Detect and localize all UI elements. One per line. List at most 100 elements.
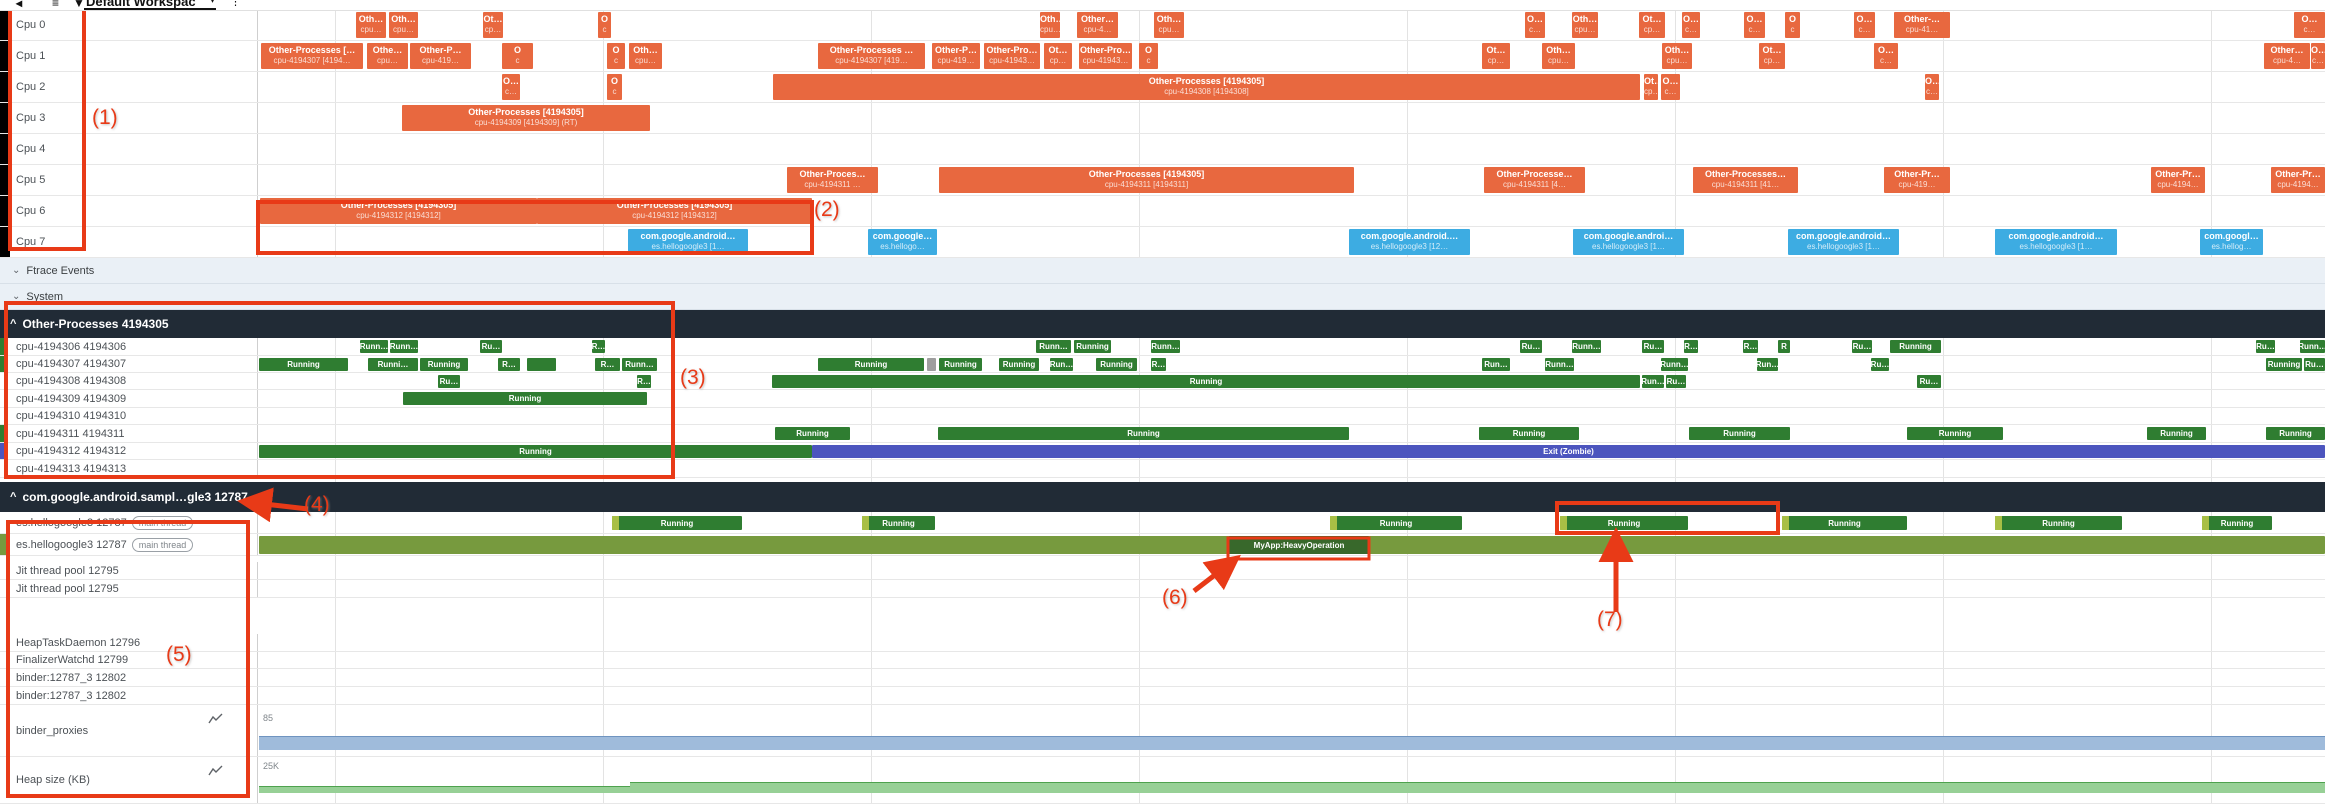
cpu-slice[interactable]: Other-Processes… cpu-4194311 [41…: [1693, 167, 1798, 193]
cpu-slice[interactable]: Ot…cp…: [1644, 74, 1658, 100]
thread-slice[interactable]: Runn…: [1545, 358, 1574, 371]
thread-row-es-hellogoogle3-12787[interactable]: es.hellogoogle3 12787 main thread Running R…: [0, 512, 2325, 534]
cpu-slice[interactable]: Other… cpu-4…: [2264, 43, 2310, 69]
cpu-slice[interactable]: Other-Processes [4194305] cpu-4194309 [41…: [402, 105, 650, 131]
thread-slice[interactable]: Running: [862, 516, 935, 530]
thread-slice[interactable]: Running: [818, 358, 924, 371]
cpu-slice[interactable]: Other-Processes [4194305] cpu-4194308 [41…: [773, 74, 1640, 100]
thread-slice[interactable]: Runn…: [2300, 340, 2325, 353]
thread-row-jit-thread-pool-12795[interactable]: Jit thread pool 12795: [0, 580, 2325, 598]
thread-slice[interactable]: Running: [1479, 427, 1579, 440]
thread-slice[interactable]: Runn…: [1572, 340, 1601, 353]
track-name-cell[interactable]: Heap size (KB): [0, 757, 258, 803]
cpu-slice[interactable]: Other-P… cpu-419…: [932, 43, 980, 69]
track-name-cell[interactable]: cpu-4194312 4194312: [0, 443, 258, 459]
thread-slice[interactable]: Running: [259, 445, 812, 458]
cpu-slice[interactable]: Other-Processes … cpu-4194307 [419…: [818, 43, 925, 69]
thread-slice[interactable]: Run…: [1482, 358, 1510, 371]
track-name-cell[interactable]: Cpu 7: [0, 227, 258, 257]
cpu-slice[interactable]: com.googl… es.hellog…: [2200, 229, 2263, 255]
cpu-slice[interactable]: Oth…cpu…: [629, 43, 662, 69]
thread-slice[interactable]: Ru…: [1871, 358, 1889, 371]
workspace-title[interactable]: Default Workspac: [86, 0, 196, 9]
cpu-slice[interactable]: com.google.androi… es.hellogoogle3 [1…: [1573, 229, 1684, 255]
thread-slice[interactable]: Run…: [1642, 375, 1664, 388]
cpu-slice[interactable]: O…c…: [1744, 12, 1765, 38]
cpu-slice[interactable]: Ot…cp…: [1044, 43, 1072, 69]
thread-slice[interactable]: Running: [1782, 516, 1907, 530]
thread-slice[interactable]: Ru…: [1666, 375, 1686, 388]
cpu-slice[interactable]: Other-Processes [… cpu-4194307 [4194…: [261, 43, 363, 69]
counter-area-band[interactable]: [259, 786, 630, 793]
cpu-slice[interactable]: O…c…: [502, 74, 520, 100]
cpu-row-cpu-7[interactable]: Cpu 7 com.google.android… es.hellogoogle3 …: [0, 227, 2325, 258]
cpu-slice[interactable]: Other-Processes [4194305] cpu-4194312 [41…: [260, 198, 537, 224]
cpu-slice[interactable]: Oth…cpu…: [389, 12, 418, 38]
thread-row-cpu-4194310-4194310[interactable]: cpu-4194310 4194310: [0, 408, 2325, 425]
sidebar-toggle-icon[interactable]: ◂: [16, 0, 23, 10]
thread-row-finalizerwatchd-12799[interactable]: FinalizerWatchd 12799: [0, 652, 2325, 669]
cpu-slice[interactable]: com.google.android… es.hellogoogle3 [1…: [1788, 229, 1899, 255]
thread-slice[interactable]: Runn…: [360, 340, 388, 353]
cpu-slice[interactable]: Other-Pr… cpu-4194…: [2271, 167, 2325, 193]
cpu-slice[interactable]: Othe… cpu…: [367, 43, 408, 69]
cpu-slice[interactable]: Other-Pr… cpu-4194…: [2151, 167, 2205, 193]
cpu-slice[interactable]: Ot…cp…: [1759, 43, 1785, 69]
cpu-slice[interactable]: com.google.android.… es.hellogoogle3 [12…: [1349, 229, 1470, 255]
ghdr-row-com-google-android-sampl-gle3-12787[interactable]: ^ com.google.android.sampl…gle3 12787: [0, 482, 2325, 512]
workspace-dropdown-caret-icon[interactable]: ▾: [210, 0, 216, 6]
track-name-cell[interactable]: binder:12787_3 12802: [0, 687, 258, 704]
thread-slice[interactable]: R…: [637, 375, 651, 388]
track-name-cell[interactable]: Jit thread pool 12795: [0, 580, 258, 597]
thread-slice[interactable]: Running: [1907, 427, 2003, 440]
track-name-cell[interactable]: HeapTaskDaemon 12796: [0, 634, 258, 651]
thread-slice[interactable]: Ru…: [2304, 358, 2325, 371]
cpu-slice[interactable]: O…c…: [1854, 12, 1875, 38]
track-name-cell[interactable]: Cpu 0: [0, 10, 258, 40]
cpu-slice[interactable]: Other-Proces… cpu-4194311 …: [787, 167, 878, 193]
cpu-slice[interactable]: Other-Pro… cpu-41943…: [984, 43, 1040, 69]
cpu-slice[interactable]: Oth…cpu…: [1572, 12, 1598, 38]
thread-slice[interactable]: R…: [1743, 340, 1758, 353]
thread-row-cpu-4194308-4194308[interactable]: cpu-4194308 4194308 Ru… R… Running Run… Ru… Ru…: [0, 373, 2325, 390]
cpu-slice[interactable]: Other-… cpu-41…: [1894, 12, 1950, 38]
thread-slice[interactable]: R…: [1684, 340, 1698, 353]
track-name-cell[interactable]: es.hellogoogle3 12787 main thread: [0, 512, 258, 533]
thread-slice[interactable]: Running: [403, 392, 647, 405]
thread-slice[interactable]: [927, 358, 936, 371]
track-name-cell[interactable]: Cpu 3: [0, 103, 258, 133]
menu-icon[interactable]: ≡: [52, 0, 60, 10]
counter-row-heap-size-kb[interactable]: Heap size (KB) 25K: [0, 757, 2325, 804]
cpu-slice[interactable]: Other-P… cpu-419…: [410, 43, 471, 69]
thread-slice[interactable]: Running: [939, 358, 982, 371]
thread-slice[interactable]: Runn…: [622, 358, 657, 371]
cpu-row-cpu-6[interactable]: Cpu 6 Other-Processes [4194305] cpu-419431…: [0, 196, 2325, 227]
thread-slice[interactable]: Exit (Zombie): [812, 445, 2325, 458]
counter-area-band[interactable]: [259, 736, 2325, 750]
thread-slice[interactable]: Running: [420, 358, 468, 371]
cpu-slice[interactable]: Oth…cpu…: [1662, 43, 1692, 69]
track-name-cell[interactable]: cpu-4194310 4194310: [0, 408, 258, 424]
thread-slice[interactable]: R…: [592, 340, 605, 353]
thread-slice[interactable]: Ru…: [1917, 375, 1941, 388]
cpu-slice[interactable]: Ot…cp…: [483, 12, 503, 38]
cpu-slice[interactable]: Other-Processes [4194305] cpu-4194311 [41…: [939, 167, 1354, 193]
thread-row-cpu-4194309-4194309[interactable]: cpu-4194309 4194309 Running: [0, 390, 2325, 408]
collapse-chevron-icon[interactable]: ⌄: [12, 291, 21, 302]
thread-slice[interactable]: R…: [1151, 358, 1166, 371]
track-name-cell[interactable]: binder_proxies: [0, 705, 258, 756]
track-name-cell[interactable]: Jit thread pool 12795: [0, 562, 258, 579]
cpu-slice[interactable]: O…c…: [2294, 12, 2325, 38]
thread-row-es-hellogoogle3-12787[interactable]: es.hellogoogle3 12787 main thread MyApp:He…: [0, 534, 2325, 556]
counter-area-band[interactable]: [630, 782, 2325, 793]
cpu-slice[interactable]: O…c…: [1925, 74, 1939, 100]
cpu-slice[interactable]: O…c…: [1525, 12, 1545, 38]
cpu-slice[interactable]: com.google.android… es.hellogoogle3 [1…: [628, 229, 748, 255]
thread-slice[interactable]: Running: [772, 375, 1640, 388]
cpu-slice[interactable]: Ot…cp…: [1639, 12, 1665, 38]
track-name-cell[interactable]: FinalizerWatchd 12799: [0, 652, 258, 668]
